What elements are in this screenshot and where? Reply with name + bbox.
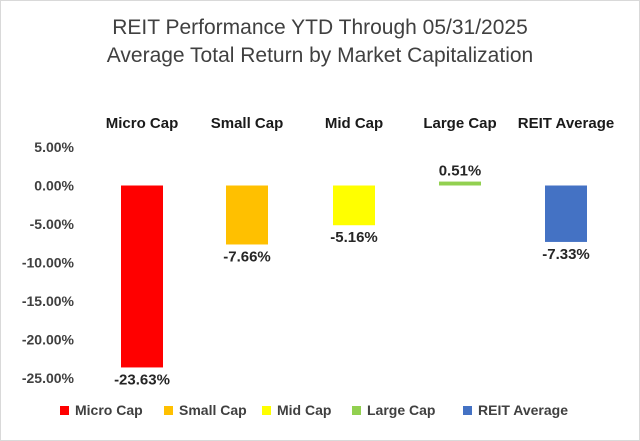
bar: [121, 185, 163, 368]
y-tick-label: -20.00%: [22, 332, 75, 348]
y-tick-label: -5.00%: [30, 216, 75, 232]
data-label: -23.63%: [114, 371, 170, 388]
bar: [439, 181, 481, 186]
category-label: REIT Average: [518, 115, 614, 132]
legend-label: Large Cap: [367, 402, 435, 418]
data-label: 0.51%: [439, 163, 482, 180]
category-label: Mid Cap: [325, 115, 383, 132]
category-label: Micro Cap: [106, 115, 179, 132]
bar: [226, 185, 268, 245]
category-label: Small Cap: [211, 115, 284, 132]
chart-subtitle: Average Total Return by Market Capitaliz…: [106, 44, 534, 67]
legend-label: Small Cap: [179, 402, 247, 418]
y-tick-label: -10.00%: [22, 255, 75, 271]
bar: [333, 185, 375, 226]
legend-label: REIT Average: [478, 402, 568, 418]
y-tick-label: 0.00%: [34, 178, 74, 194]
y-tick-label: -25.00%: [22, 370, 75, 386]
legend-swatch: [262, 406, 271, 415]
bar: [545, 185, 587, 242]
legend-swatch: [463, 406, 472, 415]
chart-title: REIT Performance YTD Through 05/31/2025: [112, 16, 528, 39]
data-label: -7.33%: [542, 246, 590, 263]
chart-title-block: REIT Performance YTD Through 05/31/2025 …: [0, 14, 640, 70]
legend-swatch: [60, 406, 69, 415]
data-label: -7.66%: [223, 248, 271, 265]
legend-label: Mid Cap: [277, 402, 331, 418]
category-label: Large Cap: [423, 115, 496, 132]
legend-swatch: [352, 406, 361, 415]
legend-label: Micro Cap: [75, 402, 143, 418]
data-label: -5.16%: [330, 229, 378, 246]
y-tick-label: -15.00%: [22, 293, 75, 309]
legend-swatch: [164, 406, 173, 415]
y-tick-label: 5.00%: [34, 139, 74, 155]
